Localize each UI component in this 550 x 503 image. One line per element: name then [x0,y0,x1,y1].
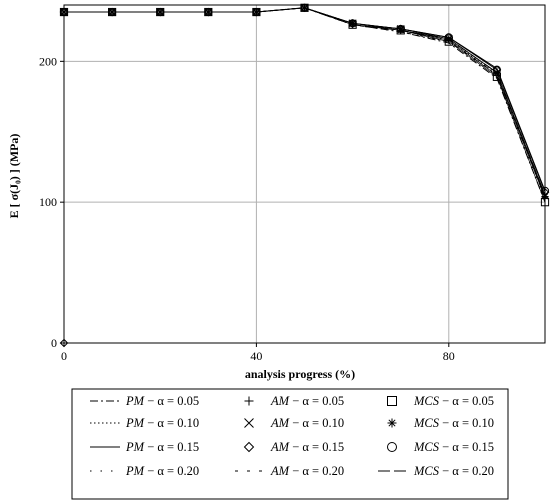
y-tick-label: 200 [39,54,57,68]
legend-item-am: AM − α = 0.20 [235,464,344,478]
y-tick-label: 100 [39,195,57,209]
legend-symbol [387,396,397,406]
legend-label: PM − α = 0.15 [125,440,199,454]
legend-label: PM − α = 0.20 [125,464,199,478]
legend-item-mcs: MCS − α = 0.20 [378,464,494,478]
legend-label: MCS − α = 0.05 [413,394,494,408]
series-line [64,7,546,200]
series-line [64,7,546,196]
legend-item-am: AM − α = 0.10 [244,416,344,430]
y-axis-title: E [ σ(J₀) ] (MPa) [7,134,21,219]
x-tick-label: 80 [443,349,455,363]
data-point [300,3,309,12]
series-mcs-9 [60,4,549,201]
data-point [493,69,501,77]
legend-symbol [243,441,255,453]
legend-item-pm: PM − α = 0.20 [90,464,199,478]
legend-item-pm: PM − α = 0.15 [90,440,199,454]
legend-label: AM − α = 0.10 [270,416,344,430]
tick-labels: 0 40 80 0 100 200 [39,54,455,363]
legend-label: MCS − α = 0.15 [413,440,494,454]
x-tick-label: 0 [61,349,67,363]
series-line [64,7,546,197]
series-layer [59,3,550,348]
legend-label: PM − α = 0.10 [125,416,199,430]
legend-label: MCS − α = 0.10 [413,416,494,430]
series-pm-0 [64,7,546,203]
x-axis-title: analysis progress (%) [245,367,355,381]
series-am-5 [60,3,549,200]
series-line [64,7,546,199]
legend-item-am: AM − α = 0.05 [244,394,344,408]
series-line [64,7,546,203]
legend-item-pm: PM − α = 0.10 [90,416,199,430]
legend-symbol [387,442,397,452]
legend-label: AM − α = 0.15 [270,440,344,454]
legend-label: AM − α = 0.05 [270,394,344,408]
data-point [396,24,405,34]
legend-label: MCS − α = 0.20 [413,464,494,478]
series-line [64,7,546,199]
series-mcs-11 [64,7,546,196]
data-point [541,192,549,201]
series-mcs-8 [59,3,550,207]
series-line [64,7,546,192]
series-line [64,7,546,203]
series-am-6 [59,3,550,197]
series-line [64,7,546,196]
legend-item-am: AM − α = 0.15 [243,440,344,454]
legend-symbol [244,396,254,406]
legend-item-mcs: MCS − α = 0.05 [387,394,494,408]
series-pm-1 [64,7,546,197]
legend-item-pm: PM − α = 0.05 [90,394,199,408]
grid [64,5,545,343]
legend-label: AM − α = 0.20 [270,464,344,478]
data-point [348,19,357,28]
series-mcs-10 [59,3,550,195]
series-am-7 [64,7,546,199]
legend: PM − α = 0.05 PM − α = 0.10 PM − α = 0.15 P… [90,394,494,478]
y-tick-label: 0 [51,336,57,350]
series-line [64,7,546,192]
legend-label: PM − α = 0.05 [125,394,199,408]
legend-symbol [387,418,397,428]
series-am-4 [60,4,549,202]
legend-box [71,388,509,500]
series-pm-3 [64,7,546,200]
data-point [444,33,453,42]
series-line [64,7,546,193]
legend-item-mcs: MCS − α = 0.15 [387,440,494,454]
legend-item-mcs: MCS − α = 0.10 [387,416,494,430]
series-line [64,7,546,197]
x-tick-label: 40 [250,349,262,363]
series-pm-2 [64,7,546,192]
legend-symbol [244,418,254,428]
